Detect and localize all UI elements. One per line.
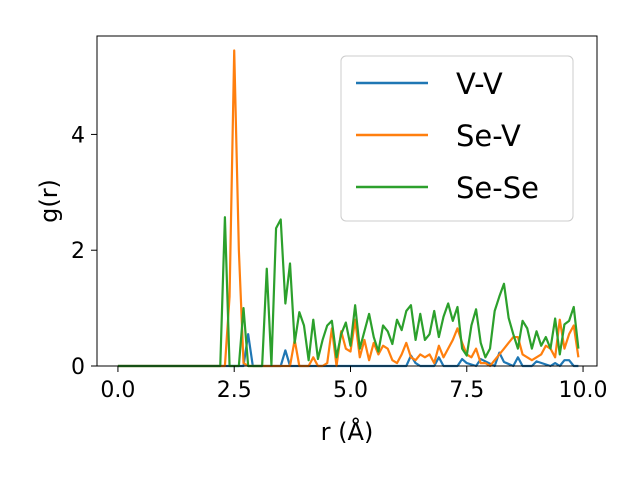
y-axis-label: g(r) (35, 179, 63, 223)
legend-label-se-se: Se-Se (456, 171, 539, 205)
x-tick-label: 0.0 (100, 378, 135, 403)
x-axis-label: r (Å) (321, 417, 374, 446)
legend-label-v-v: V-V (456, 67, 503, 101)
legend-box (340, 55, 574, 222)
series-line-se-se (117, 216, 580, 368)
axes-frame (96, 35, 598, 367)
x-axis: 0.0 2.5 5.0 7.5 10.0 (100, 366, 608, 403)
legend-label-se-v: Se-V (456, 119, 521, 153)
x-tick-label: 5.0 (333, 378, 368, 403)
y-tick-label: 0 (71, 355, 85, 380)
legend: V-V Se-V Se-Se (340, 55, 574, 222)
x-tick-label: 7.5 (449, 378, 484, 403)
y-tick-label: 2 (71, 239, 85, 264)
y-axis: 0 2 4 (71, 123, 97, 380)
x-tick-label: 2.5 (217, 378, 252, 403)
y-tick-label: 4 (71, 123, 85, 148)
x-tick-label: 10.0 (559, 378, 608, 403)
